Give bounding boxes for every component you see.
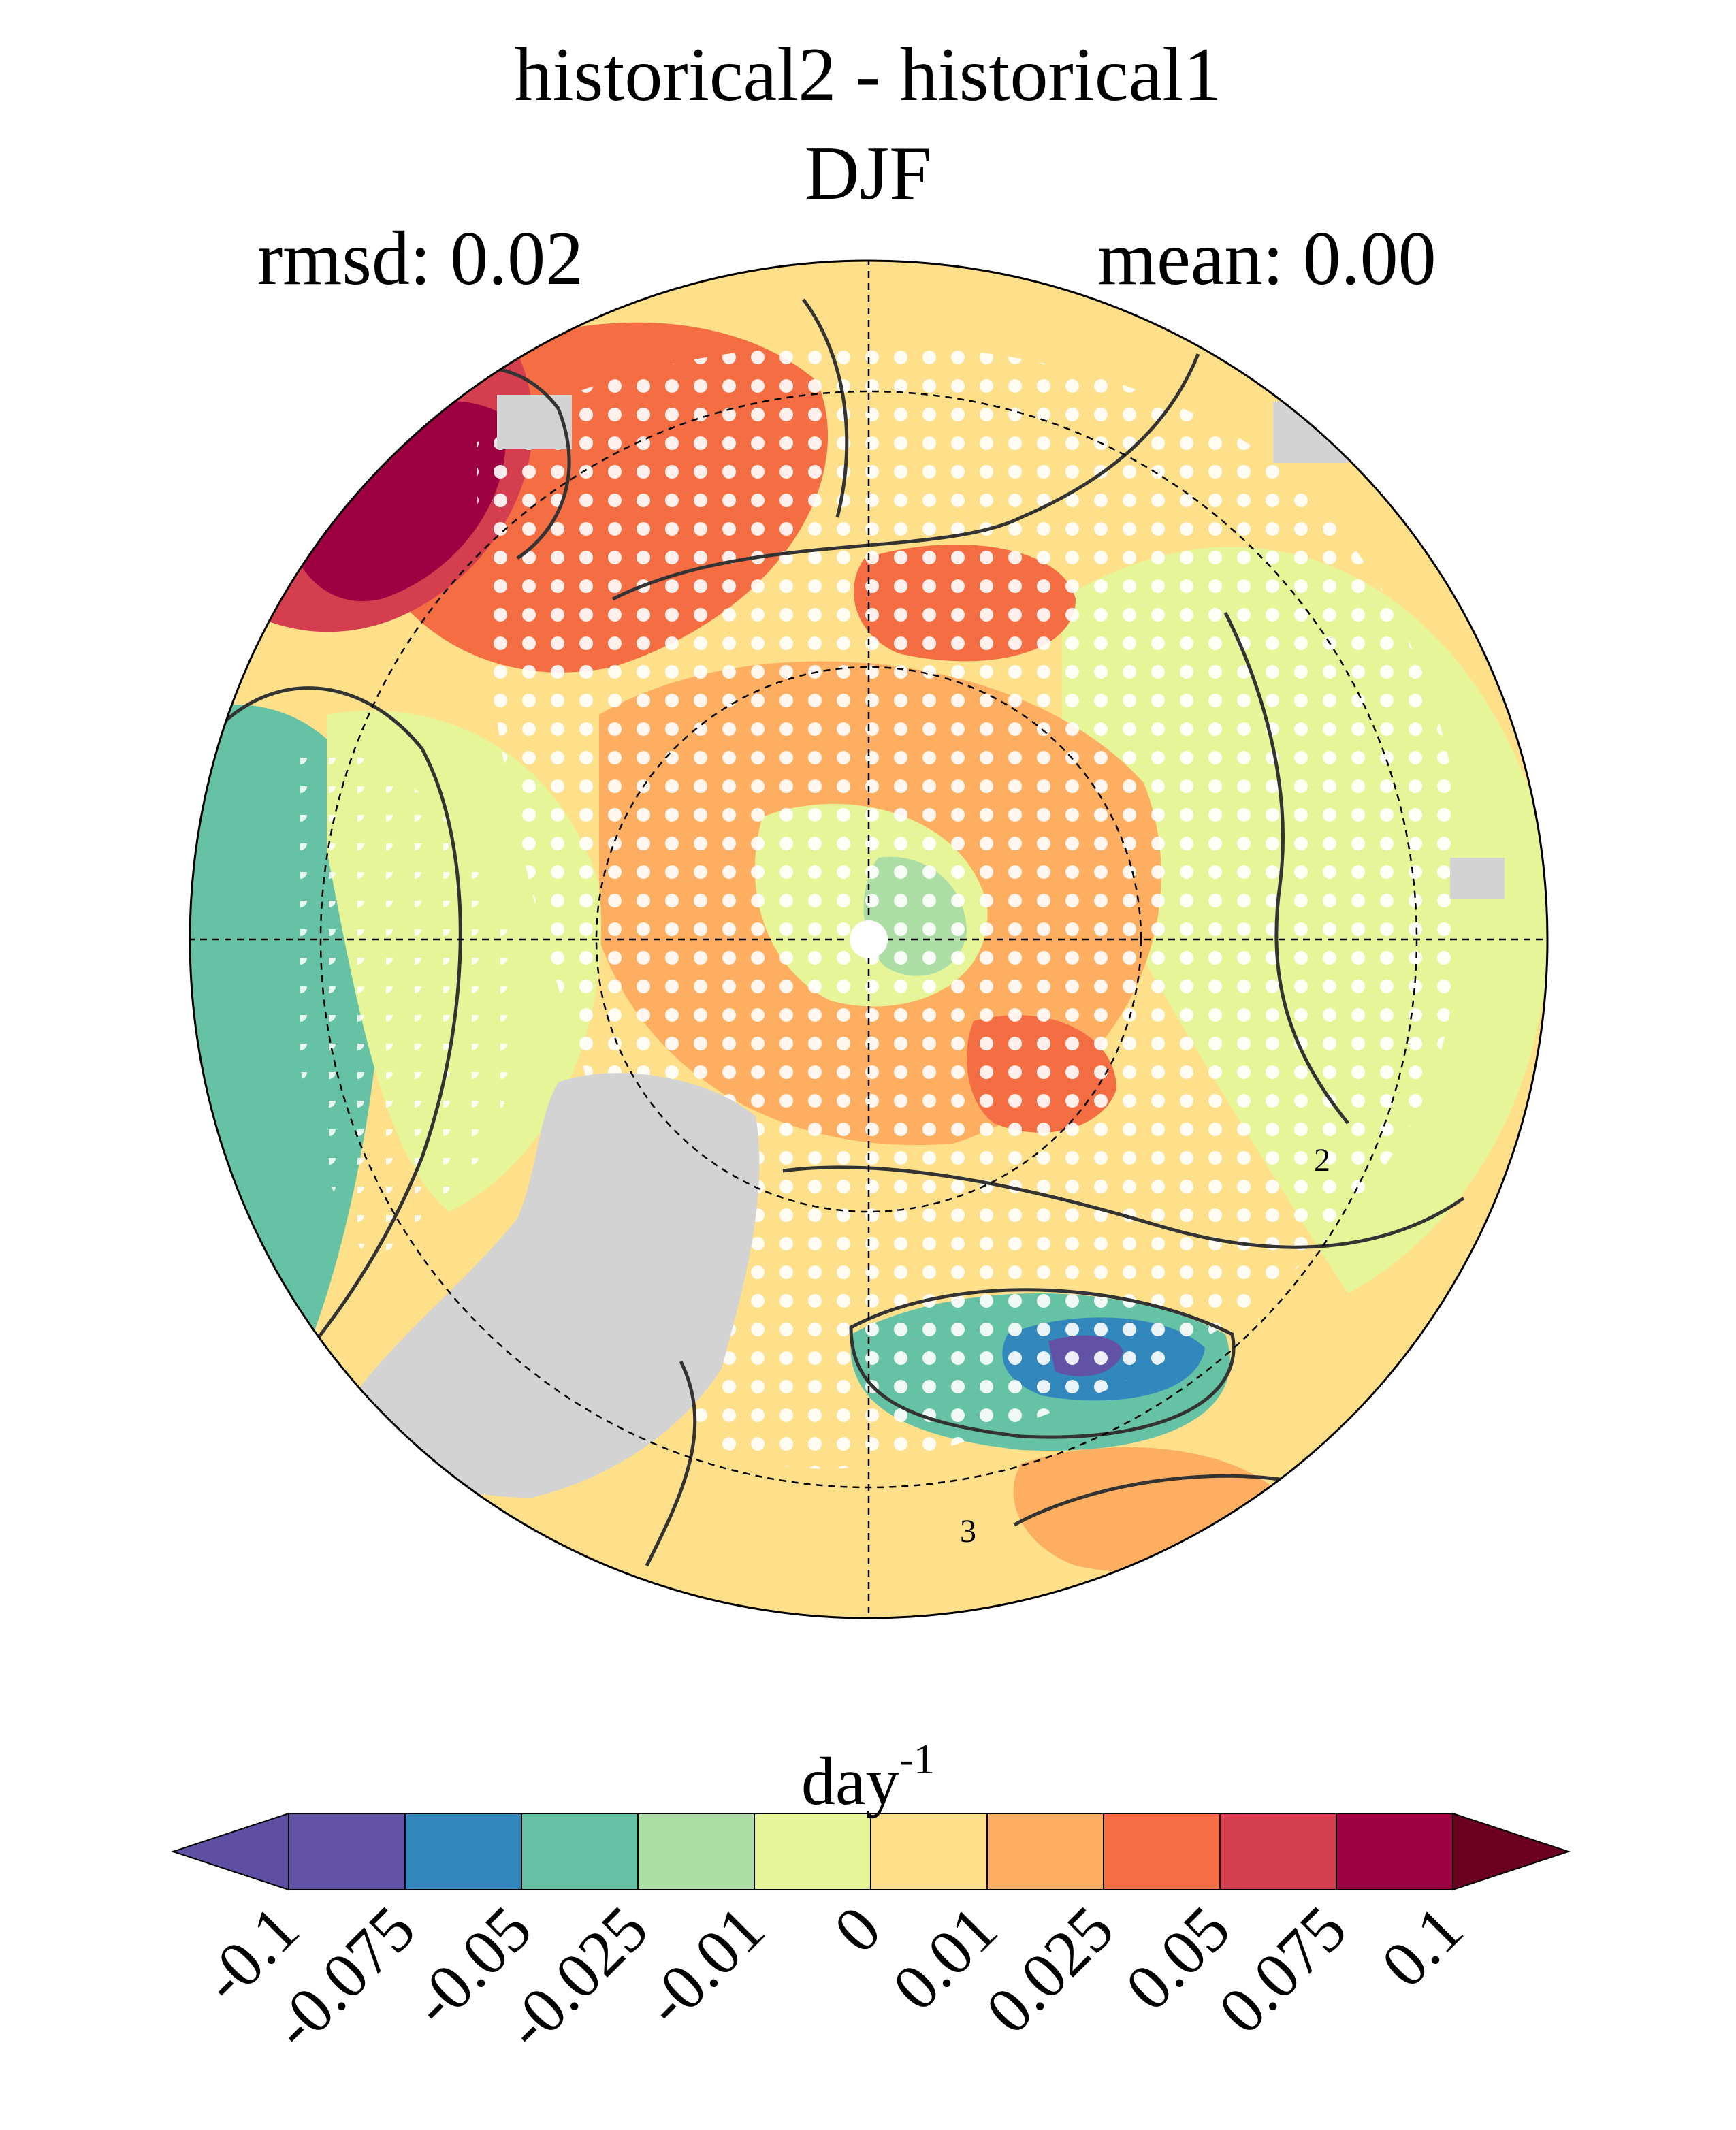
chart-title: historical2 - historical1 (514, 33, 1222, 117)
colorbar-tick-label-4: -0.01 (630, 1892, 778, 2039)
colorbar-box-5 (870, 1813, 988, 1890)
chart-subtitle: DJF (804, 131, 932, 216)
north-pole-marker (850, 920, 888, 958)
colorbar-tick-labels: -0.1-0.075-0.05-0.025-0.01 00.010.0250.05… (188, 1892, 1477, 2063)
colorbar-tick-label-10: 0.1 (1367, 1892, 1477, 2001)
map-boundary (189, 259, 1549, 1619)
colorbar-box-7 (1103, 1813, 1221, 1890)
missing-patch-northeast (1273, 402, 1348, 463)
colorbar-unit: day (801, 1743, 900, 1819)
contour-3 (782, 1165, 1465, 1249)
colorbar: -0.1-0.075-0.05-0.025-0.01 00.010.0250.05… (170, 1812, 1571, 2063)
colorbar-box-1 (404, 1813, 522, 1890)
colorbar-tick-label-5: 0 (820, 1892, 895, 1967)
colorbar-tick-label-9: 0.075 (1204, 1892, 1360, 2047)
colorbar-unit-exponent: -1 (899, 1737, 935, 1783)
map-content: 2 3 (190, 261, 1547, 1618)
contour-4 (849, 1288, 1236, 1439)
missing-patch-east (1450, 858, 1505, 899)
colorbar-tick-label-7: 0.025 (971, 1892, 1127, 2047)
region-stippled-west (283, 747, 520, 1259)
contour-1 (223, 686, 462, 1363)
colorbar-box-3 (637, 1813, 755, 1890)
contour-2 (611, 353, 1200, 601)
colorbar-label: day-1 (0, 1715, 1736, 1826)
mean-annotation: mean: 0.00 (1097, 216, 1436, 301)
colorbar-box-2 (521, 1813, 639, 1890)
contour-label-2: 2 (1314, 1142, 1330, 1178)
contour-9 (801, 298, 849, 518)
latitude-circle-1 (595, 666, 1142, 1213)
contour-label-3: 3 (960, 1513, 976, 1549)
missing-patch-northwest (497, 395, 572, 449)
rmsd-annotation: rmsd: 0.02 (257, 216, 584, 301)
greenland-mask (340, 1073, 760, 1498)
colorbar-box-9 (1336, 1813, 1453, 1890)
colorbar-box-8 (1219, 1813, 1337, 1890)
colorbar-box-4 (754, 1813, 871, 1890)
contour-7 (1223, 611, 1349, 1125)
colorbar-boxes (170, 1812, 1571, 1891)
colorbar-box-0 (288, 1813, 406, 1890)
colorbar-extend-high (1452, 1812, 1571, 1891)
contour-6 (645, 1360, 697, 1567)
colorbar-box-6 (986, 1813, 1104, 1890)
